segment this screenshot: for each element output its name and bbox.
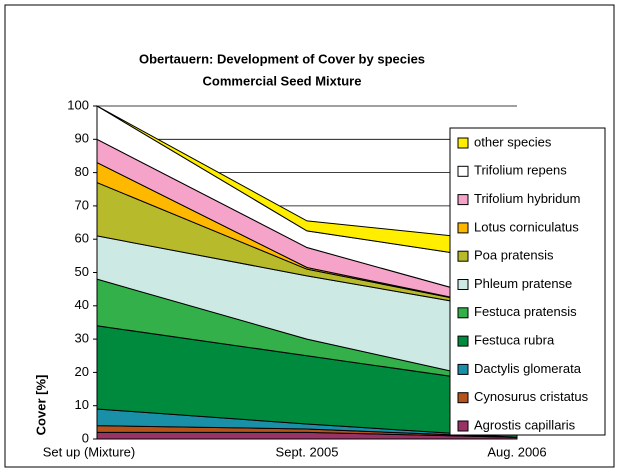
y-tick-label: 50 (75, 264, 89, 279)
legend-swatch (457, 250, 469, 262)
x-tick-label: Sept. 2005 (276, 444, 339, 459)
y-tick-label: 90 (75, 131, 89, 146)
y-axis-label: Cover [%] (33, 375, 48, 436)
legend-swatch (457, 165, 469, 177)
chart-subtitle: Commercial Seed Mixture (203, 73, 362, 88)
legend-label: Cynosurus cristatus (474, 389, 589, 404)
legend-swatch (457, 279, 469, 290)
legend-label: Trifolium hybridum (474, 191, 580, 206)
y-tick-label: 70 (75, 197, 89, 212)
legend-label: other species (474, 134, 552, 149)
y-tick-label: 40 (75, 297, 89, 312)
x-tick-label: Aug. 2006 (487, 444, 546, 459)
y-tick-label: 60 (75, 231, 89, 246)
legend-swatch (457, 420, 469, 432)
legend-label: Dactylis glomerata (474, 361, 582, 376)
legend-swatch (457, 392, 469, 404)
y-tick-label: 30 (75, 331, 89, 346)
legend-swatch (457, 307, 469, 319)
legend-label: Lotus corniculatus (474, 219, 579, 234)
legend-label: Agrostis capillaris (474, 417, 576, 432)
y-tick-label: 10 (75, 397, 89, 412)
legend-swatch (457, 222, 469, 234)
legend-label: Festuca rubra (474, 333, 555, 348)
legend-label: Phleum pratense (474, 276, 572, 291)
y-tick-label: 20 (75, 364, 89, 379)
legend-swatch (457, 363, 469, 375)
y-tick-label: 100 (67, 97, 89, 112)
legend-swatch (457, 194, 469, 206)
y-tick-label: 0 (82, 430, 89, 445)
legend-label: Poa pratensis (474, 248, 554, 263)
y-tick-label: 80 (75, 164, 89, 179)
legend-label: Trifolium repens (474, 163, 567, 178)
legend-swatch (457, 137, 469, 149)
legend-label: Festuca pratensis (474, 304, 577, 319)
chart-title: Obertauern: Development of Cover by spec… (139, 51, 425, 66)
legend-box (449, 127, 606, 436)
x-tick-label: Set up (Mixture) (43, 444, 135, 459)
legend-swatch (457, 335, 469, 347)
